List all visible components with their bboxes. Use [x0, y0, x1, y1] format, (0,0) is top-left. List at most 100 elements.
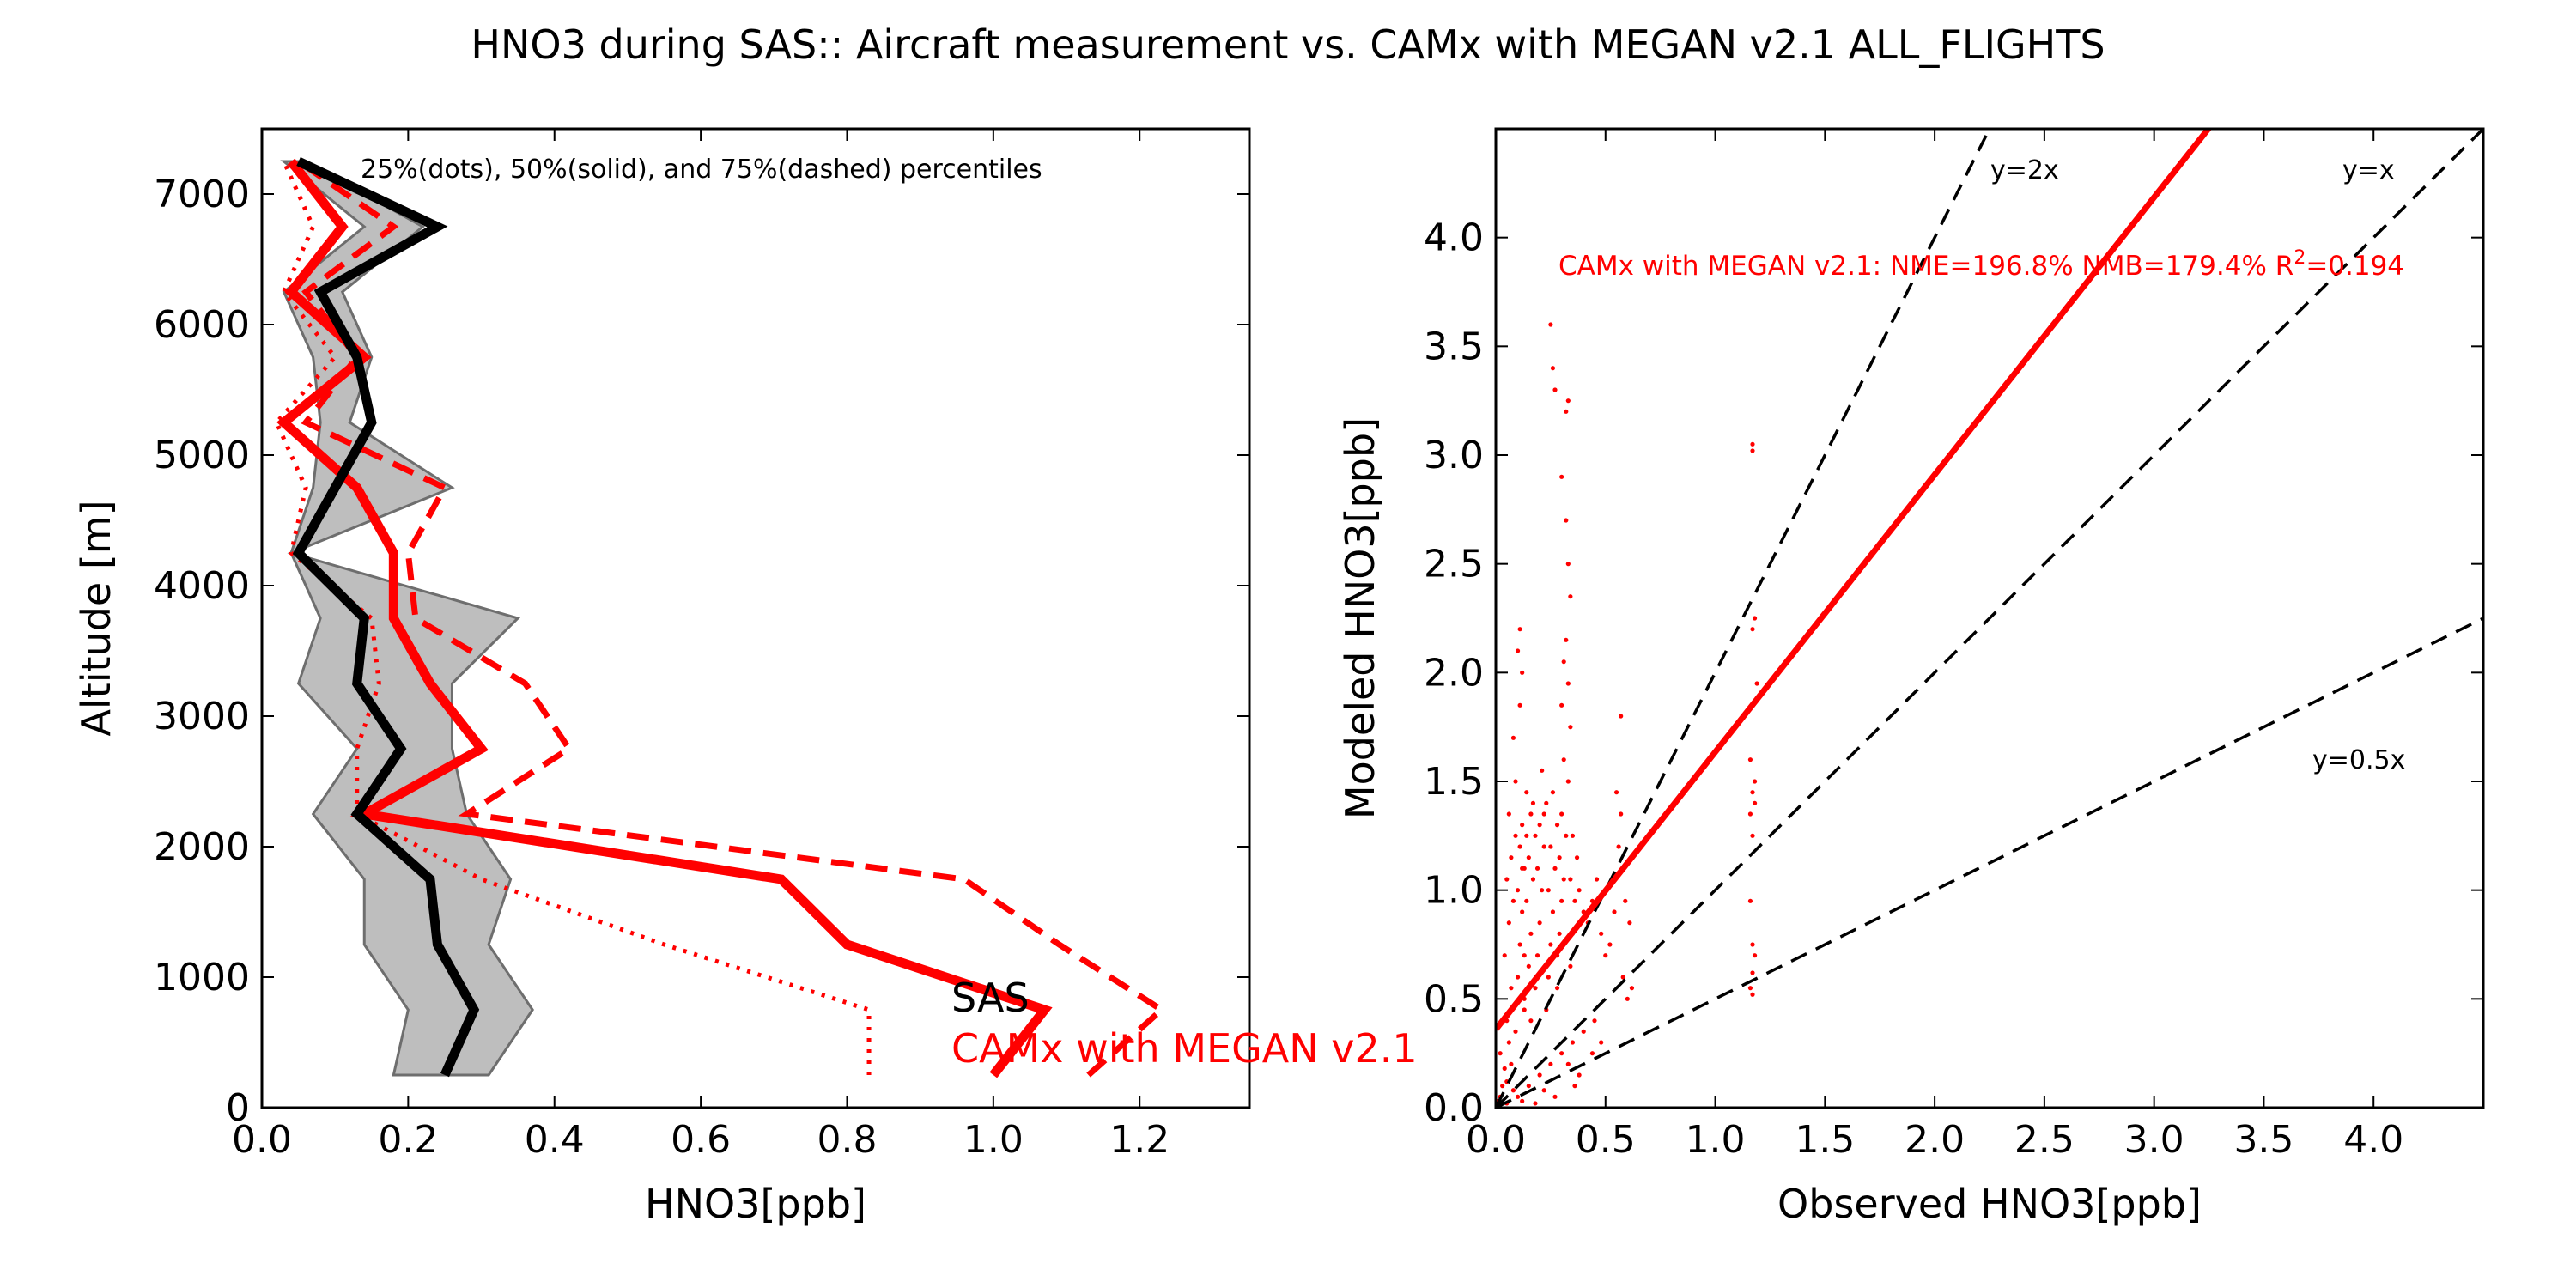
scatter-point: [1554, 823, 1560, 828]
scatter-point: [1750, 790, 1755, 795]
regression-line: [1496, 129, 2213, 1031]
scatter-panel: 0.0 0.5 1.0 1.5 2.0 2.5 3.0 3.5 4.0 0.0 0.5 1.0 1.5 2…: [1337, 127, 2485, 1227]
scatter-point: [1561, 659, 1566, 665]
scatter-point: [1550, 790, 1556, 795]
scatter-point: [1530, 877, 1536, 882]
scatter-point: [1506, 1040, 1511, 1045]
scatter-point: [1548, 322, 1553, 327]
scatter-point: [1513, 833, 1518, 838]
scatter-point: [1572, 1084, 1577, 1089]
y-tick-label: 4.0: [1424, 216, 1484, 260]
scatter-point: [1559, 474, 1564, 479]
observed-median-line: [292, 157, 480, 1078]
scatter-point: [1541, 811, 1546, 817]
scatter-point: [1517, 627, 1522, 632]
observed-iqr-band: [280, 160, 534, 1077]
scatter-point: [1627, 920, 1632, 926]
fit-statistics-main: CAMx with MEGAN v2.1: NME=196.8% NMB=179…: [1558, 251, 2293, 282]
scatter-point: [1568, 725, 1573, 730]
scatter-point: [1528, 1018, 1534, 1024]
x-tick-label: 1.0: [963, 1118, 1024, 1162]
x-tick-label: 2.0: [1905, 1118, 1965, 1162]
scatter-point: [1557, 855, 1562, 860]
scatter-point: [1541, 1088, 1546, 1093]
scatter-point: [1534, 866, 1540, 871]
scatter-point: [1612, 909, 1617, 914]
x-tick-label: 0.8: [817, 1118, 877, 1162]
x-tick-label: 2.5: [2014, 1118, 2075, 1162]
scatter-point: [1509, 855, 1514, 860]
x-tick-label: 3.5: [2233, 1118, 2293, 1162]
y-tick-label: 1000: [154, 956, 250, 999]
scatter-point: [1552, 1094, 1558, 1099]
scatter-point: [1750, 992, 1755, 997]
scatter-point: [1546, 888, 1551, 893]
scatter-point: [1533, 833, 1538, 838]
scatter-point: [1559, 811, 1564, 817]
reference-line: [1496, 617, 2483, 1108]
model-p75-line: [296, 159, 1167, 1078]
scatter-point: [1506, 811, 1511, 817]
reference-line-label: y=x: [2342, 155, 2395, 185]
scatter-point: [1570, 1040, 1576, 1045]
scatter-point: [1561, 757, 1566, 762]
right-axes-frame: [1494, 127, 2485, 1109]
x-tick-label: 3.0: [2124, 1118, 2184, 1162]
scatter-point: [1548, 1061, 1553, 1066]
scatter-point: [1750, 970, 1755, 975]
y-tick-label: 3.0: [1424, 434, 1484, 477]
scatter-point: [1500, 1084, 1505, 1089]
y-axis-label: Modeled HNO3[ppb]: [1337, 417, 1383, 819]
y-axis-label: Altitude [m]: [73, 500, 119, 736]
scatter-point: [1750, 448, 1755, 453]
scatter-point: [1747, 986, 1753, 991]
scatter-point: [1530, 800, 1536, 805]
y-tick-label: 0.5: [1424, 977, 1484, 1021]
reference-line-label: y=0.5x: [2312, 745, 2405, 775]
scatter-point: [1520, 670, 1525, 675]
scatter-point: [1498, 1051, 1503, 1056]
y-tick-label: 7000: [154, 173, 250, 216]
scatter-point: [1565, 562, 1571, 567]
scatter-point: [1574, 855, 1580, 860]
scatter-point: [1537, 1072, 1542, 1078]
x-tick-label: 1.2: [1109, 1118, 1170, 1162]
scatter-point: [1509, 986, 1514, 991]
x-tick-label: 0.0: [232, 1118, 292, 1162]
y-tick-label: 3.5: [1424, 325, 1484, 368]
x-axis-label: HNO3[ppb]: [645, 1181, 866, 1227]
scatter-point: [1522, 953, 1527, 958]
y-tick-label: 5000: [154, 434, 250, 477]
scatter-point: [1520, 1098, 1525, 1103]
scatter-point: [1510, 735, 1516, 740]
scatter-point: [1747, 757, 1753, 762]
scatter-point: [1613, 790, 1619, 795]
scatter-point: [1502, 1066, 1507, 1071]
scatter-point: [1554, 986, 1560, 991]
scatter-point: [1513, 1029, 1518, 1034]
scatter-point: [1592, 1018, 1597, 1024]
percentile-annotation: 25%(dots), 50%(solid), and 75%(dashed) p…: [361, 155, 1042, 185]
scatter-point: [1550, 366, 1556, 371]
scatter-point: [1629, 986, 1635, 991]
scatter-point: [1565, 398, 1571, 404]
scatter-point: [1607, 942, 1613, 947]
x-tick-label: 0.2: [378, 1118, 438, 1162]
scatter-point: [1506, 920, 1511, 926]
scatter-point: [1534, 953, 1540, 958]
scatter-point: [1616, 844, 1621, 849]
scatter-point: [1565, 779, 1571, 784]
scatter-point: [1577, 1072, 1582, 1078]
scatter-point: [1522, 1007, 1527, 1012]
y-tick-label: 0.0: [1424, 1086, 1484, 1130]
scatter-point: [1520, 909, 1525, 914]
scatter-point: [1568, 877, 1573, 882]
legend-model: CAMx with MEGAN v2.1: [951, 1025, 1418, 1072]
scatter-point: [1603, 953, 1608, 958]
x-tick-label: 0.0: [1466, 1118, 1526, 1162]
scatter-point: [1515, 1094, 1521, 1099]
x-tick-label: 1.0: [1686, 1118, 1746, 1162]
x-tick-label: 4.0: [2343, 1118, 2403, 1162]
scatter-point: [1510, 1088, 1516, 1093]
